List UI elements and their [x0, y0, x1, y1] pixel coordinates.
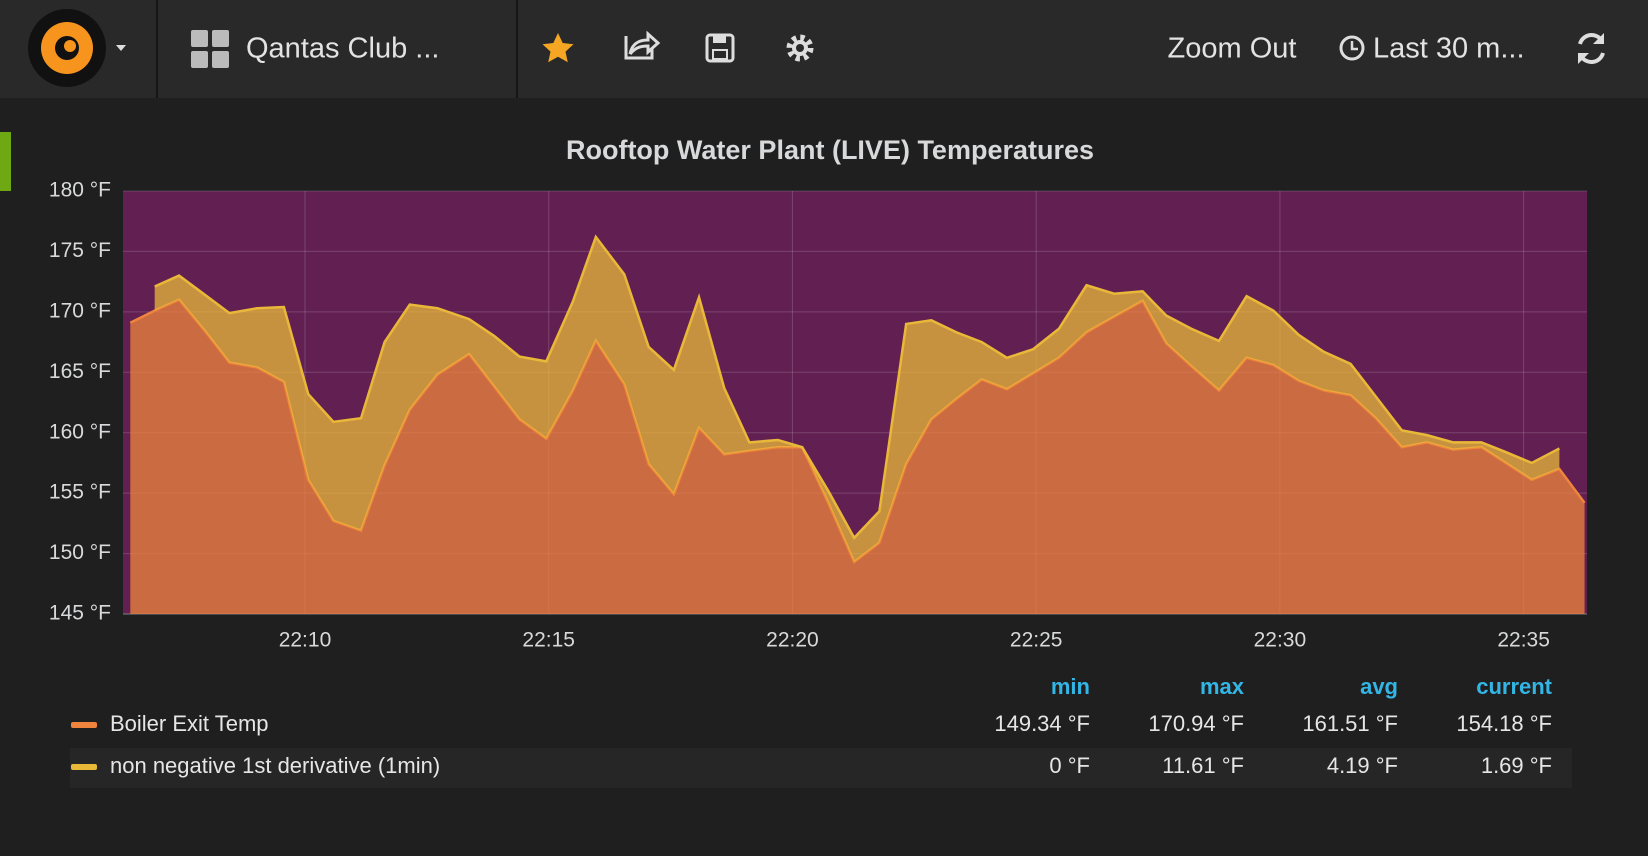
legend-header: min: [1051, 674, 1090, 699]
x-tick-label: 22:10: [279, 629, 332, 652]
dropdown-caret[interactable]: [116, 45, 126, 51]
y-tick-label: 145 °F: [49, 602, 111, 625]
logo-dot: [64, 40, 76, 52]
dashboard-title[interactable]: Qantas Club ...: [246, 33, 439, 65]
legend-swatch: [71, 722, 97, 728]
star-icon[interactable]: [542, 33, 574, 63]
legend-stat: 161.51 °F: [1302, 711, 1398, 736]
legend-label[interactable]: non negative 1st derivative (1min): [110, 753, 440, 778]
refresh-icon[interactable]: [1578, 33, 1605, 64]
y-tick-label: 160 °F: [49, 420, 111, 443]
x-tick-label: 22:15: [522, 629, 575, 652]
settings-icon[interactable]: [786, 34, 814, 62]
legend-header: avg: [1360, 674, 1398, 699]
area-fill: [130, 299, 1585, 614]
y-tick-label: 165 °F: [49, 360, 111, 383]
share-icon[interactable]: [624, 30, 661, 60]
legend-swatch: [71, 764, 97, 770]
legend-header: max: [1200, 674, 1245, 699]
y-tick-label: 155 °F: [49, 481, 111, 504]
legend-stat: 170.94 °F: [1148, 711, 1244, 736]
dashboard-icon: [191, 30, 229, 68]
panel-accent: [0, 132, 11, 191]
logo[interactable]: [28, 9, 106, 87]
clock-icon: [1339, 35, 1365, 61]
y-tick-label: 170 °F: [49, 299, 111, 322]
legend-stat: 4.19 °F: [1327, 753, 1398, 778]
y-tick-label: 180 °F: [49, 179, 111, 202]
legend-stat: 1.69 °F: [1481, 753, 1552, 778]
x-tick-label: 22:20: [766, 629, 819, 652]
x-tick-label: 22:30: [1254, 629, 1307, 652]
save-icon[interactable]: [705, 33, 735, 63]
x-tick-label: 22:25: [1010, 629, 1063, 652]
time-range[interactable]: Last 30 m...: [1373, 33, 1525, 65]
legend-row-highlight: [70, 748, 1572, 788]
y-tick-label: 150 °F: [49, 541, 111, 564]
legend-label[interactable]: Boiler Exit Temp: [110, 711, 269, 736]
navbar: [0, 0, 1648, 98]
y-tick-label: 175 °F: [49, 239, 111, 262]
chart-title: Rooftop Water Plant (LIVE) Temperatures: [566, 135, 1094, 165]
legend-stat: 154.18 °F: [1456, 711, 1552, 736]
legend-header: current: [1476, 674, 1552, 699]
legend-stat: 11.61 °F: [1162, 753, 1244, 778]
x-tick-label: 22:35: [1497, 629, 1550, 652]
series-line: [154, 234, 1560, 540]
zoom-out[interactable]: Zoom Out: [1168, 33, 1297, 65]
legend-stat: 0 °F: [1049, 753, 1090, 778]
legend-stat: 149.34 °F: [994, 711, 1090, 736]
